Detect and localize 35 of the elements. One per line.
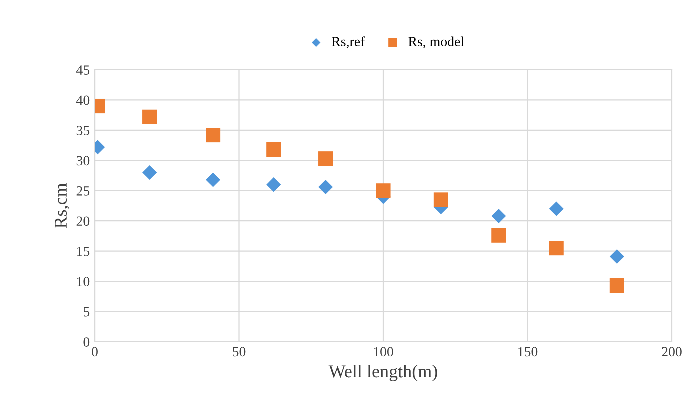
y-tick-label: 35 <box>76 126 90 136</box>
point <box>142 165 158 180</box>
point <box>492 208 506 224</box>
point <box>266 178 282 192</box>
x-axis-title: Well length(m) <box>328 365 438 382</box>
y-tick-label: 5 <box>84 308 90 317</box>
point <box>549 202 564 216</box>
y-tick-label: 30 <box>76 156 90 166</box>
legend-label: Rs, model <box>408 36 464 49</box>
point <box>549 241 564 256</box>
y-tick-label: 20 <box>76 216 90 226</box>
point <box>492 228 506 243</box>
y-axis-title: Rs,cm <box>55 183 70 228</box>
y-tick-label: 45 <box>76 66 90 75</box>
point <box>206 128 221 143</box>
y-tick-label: 40 <box>76 96 90 106</box>
x-tick-label: 150 <box>518 347 538 357</box>
x-tick-label: 100 <box>374 347 394 357</box>
point <box>142 110 158 124</box>
y-tick-label: 15 <box>77 246 90 256</box>
x-tick-label: 50 <box>233 347 246 357</box>
point <box>610 249 624 264</box>
y-tick-label: 10 <box>77 277 90 287</box>
x-tick-label: 0 <box>92 347 98 357</box>
point <box>318 180 334 195</box>
point <box>266 142 282 158</box>
legend-label: Rs,ref <box>332 36 366 49</box>
point <box>610 278 624 294</box>
y-tick-label: 25 <box>76 186 90 196</box>
point <box>206 172 221 188</box>
point <box>376 184 391 198</box>
x-tick-label: 200 <box>662 347 682 357</box>
point <box>318 152 334 166</box>
point <box>434 192 448 208</box>
y-tick-label: 0 <box>84 338 90 347</box>
